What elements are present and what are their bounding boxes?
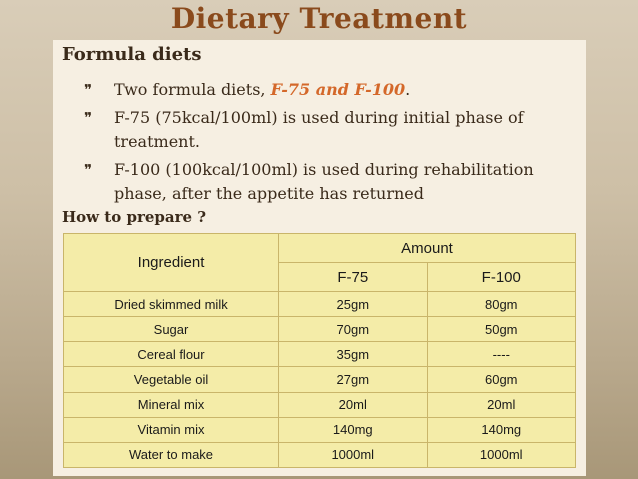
swirl-bullet-icon: ❞ <box>84 81 93 99</box>
f100-amount-cell: 60gm <box>426 366 576 393</box>
ingredient-cell: Sugar <box>62 316 280 343</box>
f75-amount-cell: 20ml <box>278 391 428 418</box>
bullet-text: F-75 (75kcal/100ml) is used during initi… <box>114 108 524 151</box>
table-row: Mineral mix 20ml 20ml <box>62 391 576 418</box>
ingredient-cell: Dried skimmed milk <box>62 290 280 318</box>
table-row: Cereal flour 35gm ---- <box>62 341 576 368</box>
ingredient-cell: Cereal flour <box>62 341 280 368</box>
ingredient-cell: Vitamin mix <box>62 416 280 443</box>
bullet-text: F-100 (100kcal/100ml) is used during reh… <box>114 160 534 203</box>
header-ingredient: Ingredient <box>62 233 280 292</box>
f100-amount-cell: 1000ml <box>426 441 576 469</box>
how-to-prepare-label: How to prepare ? <box>62 208 207 226</box>
table-subheader-row: F-75 F-100 <box>64 262 576 292</box>
f75-amount-cell: 140mg <box>278 416 428 443</box>
ingredient-cell: Mineral mix <box>62 391 280 418</box>
table-header-row: Ingredient Amount <box>62 233 576 292</box>
header-f75: F-75 <box>278 262 428 292</box>
bullet-item: ❞ F-75 (75kcal/100ml) is used during ini… <box>84 106 584 154</box>
table-body: Dried skimmed milk 25gm 80gm Sugar 70gm 50gm C… <box>62 290 576 469</box>
f75-amount-cell: 1000ml <box>278 441 428 469</box>
f100-amount-cell: 20ml <box>426 391 576 418</box>
f75-amount-cell: 70gm <box>278 316 428 343</box>
ingredient-table: Ingredient Amount F-75 F-100 Dried skimm… <box>62 233 576 469</box>
header-f100: F-100 <box>426 262 576 292</box>
bullet-highlight: F-75 and F-100 <box>270 80 406 99</box>
f75-amount-cell: 35gm <box>278 341 428 368</box>
bullet-item: ❞ Two formula diets, F-75 and F-100. <box>84 78 584 102</box>
bullet-text-end: . <box>405 80 411 99</box>
section-subtitle: Formula diets <box>62 44 202 65</box>
f100-amount-cell: 50gm <box>426 316 576 343</box>
f75-amount-cell: 25gm <box>278 290 428 318</box>
f100-amount-cell: 80gm <box>426 290 576 318</box>
bullet-list: ❞ Two formula diets, F-75 and F-100. ❞ F… <box>84 78 584 210</box>
f75-amount-cell: 27gm <box>278 366 428 393</box>
ingredient-cell: Water to make <box>62 441 280 469</box>
table-row: Vegetable oil 27gm 60gm <box>62 366 576 393</box>
ingredient-cell: Vegetable oil <box>62 366 280 393</box>
table-row: Sugar 70gm 50gm <box>62 316 576 343</box>
table-row: Vitamin mix 140mg 140mg <box>62 416 576 443</box>
f100-amount-cell: 140mg <box>426 416 576 443</box>
bullet-item: ❞ F-100 (100kcal/100ml) is used during r… <box>84 158 584 206</box>
swirl-bullet-icon: ❞ <box>84 109 93 127</box>
f100-amount-cell: ---- <box>426 341 576 368</box>
header-amount: Amount <box>278 233 576 263</box>
table-row: Dried skimmed milk 25gm 80gm <box>62 290 576 318</box>
slide-title: Dietary Treatment <box>170 2 468 35</box>
table-row: Water to make 1000ml 1000ml <box>62 441 576 469</box>
bullet-text: Two formula diets, <box>114 80 271 99</box>
swirl-bullet-icon: ❞ <box>84 161 93 179</box>
